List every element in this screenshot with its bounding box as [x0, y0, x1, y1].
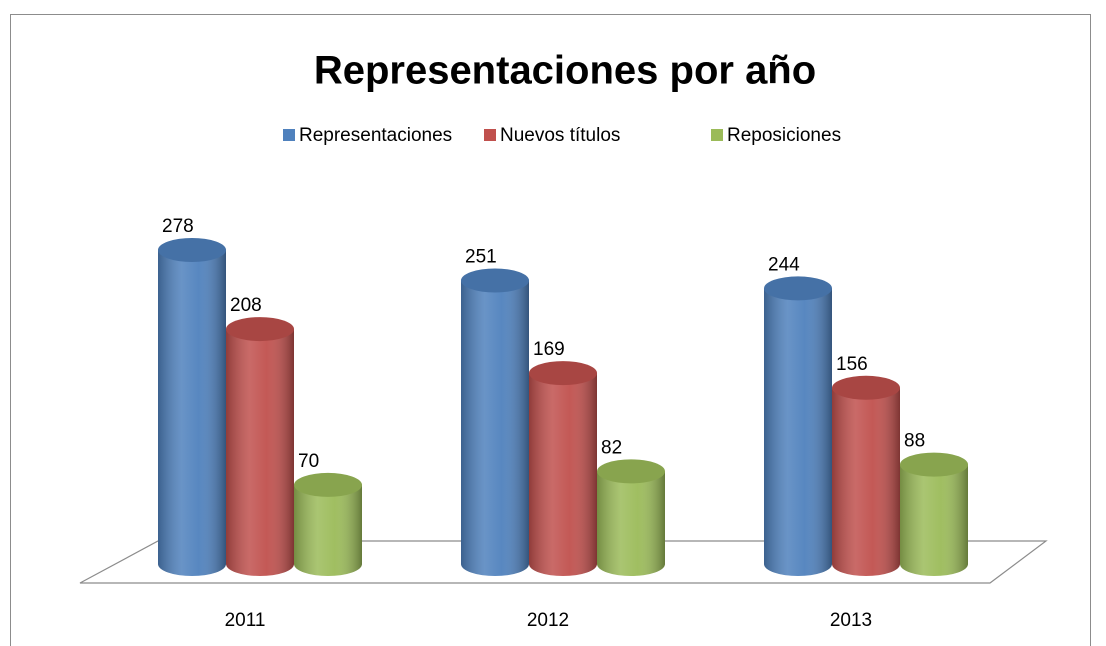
bar-top: [832, 375, 900, 400]
data-label: 156: [836, 354, 868, 375]
legend-swatch: [484, 129, 496, 141]
bar-top-shade: [900, 452, 968, 477]
bar: [226, 317, 294, 576]
bar-top-shade: [461, 268, 529, 293]
bar-top-shade: [597, 459, 665, 484]
bar: [832, 375, 900, 576]
bar: [597, 459, 665, 576]
bar-top-shade: [832, 375, 900, 400]
bar-top: [529, 361, 597, 386]
x-tick-label: 2011: [225, 610, 266, 631]
bar-top: [158, 238, 226, 262]
chart-title: Representaciones por año: [314, 49, 816, 93]
bar-shade: [764, 288, 832, 576]
bar: [461, 268, 529, 576]
x-tick-label: 2012: [527, 610, 569, 631]
bar-top: [900, 452, 968, 477]
legend-swatch: [283, 129, 295, 141]
bar: [764, 276, 832, 576]
legend-label: Reposiciones: [727, 125, 841, 146]
bar-top: [461, 268, 529, 293]
legend-swatch: [711, 129, 723, 141]
bar-top-shade: [158, 238, 226, 262]
data-label: 208: [230, 295, 262, 316]
bar-shade: [461, 280, 529, 576]
data-label: 278: [162, 216, 194, 237]
legend-label: Representaciones: [299, 125, 452, 146]
bar-shade: [597, 471, 665, 576]
bar-top-shade: [764, 276, 832, 301]
bar-shade: [294, 484, 362, 576]
data-label: 82: [601, 437, 622, 458]
bar: [294, 472, 362, 576]
data-label: 88: [904, 431, 925, 452]
bar-top: [764, 276, 832, 301]
bar-top-shade: [226, 317, 294, 342]
bar: [900, 452, 968, 576]
legend-label: Nuevos títulos: [500, 125, 620, 146]
bar-shade: [158, 250, 226, 576]
bar: [158, 238, 226, 576]
bar-shade: [832, 387, 900, 576]
bar-shade: [226, 329, 294, 576]
data-label: 169: [533, 339, 565, 360]
x-tick-label: 2013: [830, 610, 872, 631]
bar-shade: [529, 373, 597, 576]
bar-top: [597, 459, 665, 484]
bar-top: [294, 472, 362, 497]
data-label: 244: [768, 254, 800, 275]
bar: [529, 361, 597, 576]
bar-top-shade: [529, 361, 597, 386]
data-label: 70: [298, 451, 319, 472]
data-label: 251: [465, 247, 497, 268]
bar-top: [226, 317, 294, 342]
bar-shade: [900, 464, 968, 576]
bar-top-shade: [294, 472, 362, 497]
